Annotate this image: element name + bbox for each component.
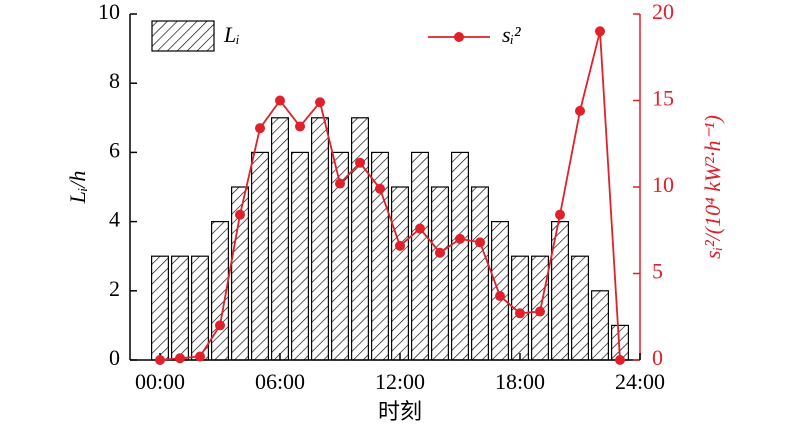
bar [451, 151, 470, 361]
line-point [355, 157, 365, 168]
bar [590, 290, 609, 361]
y2-axis-label: sᵢ²/(10⁴ kW²·h⁻¹) [700, 115, 725, 259]
bar [291, 151, 310, 361]
bar [391, 186, 410, 361]
line-point [275, 95, 285, 106]
line-point [375, 183, 385, 194]
line-point [575, 105, 585, 116]
x-tick-label: 18:00 [495, 369, 545, 394]
line-point [235, 209, 245, 220]
line-point [615, 355, 625, 365]
y-axis-label: Lᵢ/h [65, 171, 90, 205]
line-point [555, 209, 565, 220]
y2-tick-label: 0 [652, 345, 663, 370]
line-point [295, 121, 305, 132]
line-point [175, 353, 185, 364]
bar [351, 117, 370, 361]
y-tick-label: 10 [98, 0, 120, 24]
line-point [435, 247, 445, 258]
y-tick-label: 6 [109, 137, 120, 162]
line-point [155, 355, 165, 365]
y2-tick-label: 15 [652, 86, 674, 111]
x-tick-label: 12:00 [375, 369, 425, 394]
line-point [195, 351, 205, 362]
line-point [475, 237, 485, 248]
legend-swatch [151, 20, 215, 52]
bar [271, 117, 290, 361]
bar [471, 186, 490, 361]
x-axis-label: 时刻 [378, 399, 422, 424]
bar [191, 255, 210, 361]
bar [171, 255, 190, 361]
line-point [315, 97, 325, 108]
y-tick-label: 4 [109, 207, 120, 232]
line-point [255, 123, 265, 134]
bar [411, 151, 430, 361]
line-point [335, 178, 345, 189]
legend-marker [454, 32, 464, 42]
y-tick-label: 0 [109, 345, 120, 370]
line-point [415, 223, 425, 234]
bar [491, 221, 510, 361]
y2-tick-label: 20 [652, 0, 674, 24]
line-point [215, 320, 225, 331]
bar [570, 255, 589, 361]
bar [251, 151, 270, 361]
y2-tick-label: 10 [652, 172, 674, 197]
y2-tick-label: 5 [652, 259, 663, 284]
legend-label: sᵢ² [502, 22, 521, 47]
bar [371, 151, 390, 361]
y-tick-label: 8 [109, 68, 120, 93]
bar [151, 255, 170, 361]
y-tick-label: 2 [109, 276, 120, 301]
x-tick-label: 06:00 [255, 369, 305, 394]
legend-label: Lᵢ [223, 22, 240, 47]
bar [311, 117, 330, 361]
x-tick-label: 24:00 [615, 369, 665, 394]
line [159, 31, 621, 361]
line-point [395, 240, 405, 251]
line-point [495, 290, 505, 301]
line-point [535, 306, 545, 317]
x-tick-label: 00:00 [135, 369, 185, 394]
line-point [595, 26, 605, 37]
line-point [515, 308, 525, 319]
line-point [455, 233, 465, 244]
bar [431, 186, 450, 361]
